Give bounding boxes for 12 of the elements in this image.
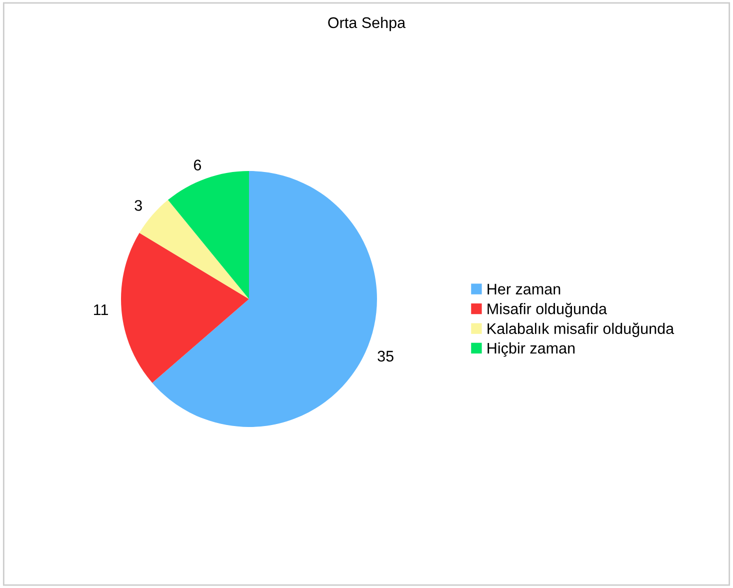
data-label: 11	[94, 304, 108, 315]
legend-label: Misafir olduğunda	[488, 302, 607, 318]
data-label: 6	[194, 160, 202, 170]
pie-slice	[121, 232, 249, 383]
legend-label: Hiçbir zaman	[488, 342, 575, 357]
data-label: 3	[134, 200, 142, 211]
legend-label: Her zaman	[488, 284, 560, 294]
pie-slice	[168, 171, 249, 299]
pie-slice	[152, 171, 377, 427]
legend-label: Kalabalık misafir olduğunda	[488, 322, 674, 338]
chart-title: Orta Sehpa	[328, 16, 406, 32]
data-label: 35	[378, 350, 394, 362]
